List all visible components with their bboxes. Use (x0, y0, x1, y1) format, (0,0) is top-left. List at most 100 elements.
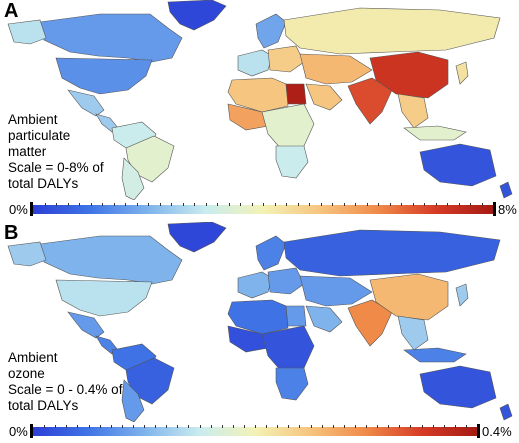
region-china (369, 51, 449, 99)
scale-tick (171, 203, 172, 206)
scale-tick (210, 425, 212, 428)
region-australia (419, 365, 497, 409)
color-scale: 0% 8% (0, 200, 519, 220)
region-alaska (7, 19, 47, 45)
region-central-africa (261, 103, 315, 151)
region-china (369, 273, 449, 321)
map-caption: Ambient particulate matter Scale = 0-8% … (8, 112, 104, 192)
map-a (7, 0, 513, 200)
scale-tick (255, 425, 256, 428)
scale-tick (274, 203, 276, 206)
scale-min-label: 0% (9, 424, 28, 439)
scale-tick (447, 203, 448, 206)
region-russia (283, 229, 501, 277)
scale-tick (320, 203, 322, 206)
scale-tick (412, 203, 414, 206)
color-bar (30, 424, 480, 438)
scale-tick (389, 203, 391, 206)
scale-tick (435, 203, 437, 206)
scale-tick (481, 203, 483, 206)
scale-max-label: 0.4% (482, 424, 512, 439)
region-alaska (7, 241, 47, 267)
scale-tick (355, 203, 356, 206)
scale-tick (232, 425, 234, 428)
region-south-america-south (121, 379, 145, 422)
scale-tick (243, 425, 245, 428)
region-indonesia (403, 125, 467, 141)
region-usa (55, 279, 153, 317)
region-europe-west (237, 49, 273, 77)
scale-tick (465, 425, 467, 428)
scale-tick (125, 203, 126, 206)
panel-letter: B (4, 222, 19, 244)
region-canada (39, 235, 183, 285)
caption-line: particulate (8, 128, 71, 143)
scale-tick (44, 425, 46, 428)
caption-line: ozone (8, 366, 45, 381)
scale-tick (205, 203, 207, 206)
color-gradient (33, 427, 477, 436)
caption-line: Ambient (8, 350, 58, 365)
caption-line: Ambient (8, 112, 58, 127)
scale-tick (432, 425, 434, 428)
scale-tick (159, 203, 161, 206)
region-greenland (167, 222, 227, 253)
region-scandinavia (255, 235, 287, 271)
scale-tick (221, 425, 223, 428)
scale-tick (44, 203, 46, 206)
region-india (347, 299, 393, 347)
region-south-america-south (121, 157, 145, 200)
scale-tick (332, 425, 334, 428)
scale-tick (421, 425, 423, 428)
caption-line: total DALYs (8, 398, 79, 413)
scale-tick (332, 203, 333, 206)
scale-tick (67, 203, 69, 206)
scale-tick (454, 425, 456, 428)
region-central-africa (261, 325, 315, 373)
panel-letter: A (4, 0, 19, 22)
region-north-africa (227, 77, 289, 113)
scale-tick (251, 203, 253, 206)
region-southeast-asia (397, 93, 429, 129)
region-brazil (125, 135, 175, 183)
scale-tick (263, 203, 264, 206)
scale-tick (458, 203, 460, 206)
region-egypt (285, 83, 307, 105)
scale-tick (310, 425, 312, 428)
scale-tick (194, 203, 195, 206)
scale-tick (366, 425, 367, 428)
region-greenland (167, 0, 227, 31)
region-canada (39, 13, 183, 63)
region-brazil (125, 357, 175, 405)
scale-tick (410, 425, 412, 428)
region-australia (419, 143, 497, 187)
scale-tick (182, 203, 184, 206)
scale-tick (132, 425, 134, 428)
region-usa (55, 57, 153, 95)
region-mexico (67, 311, 105, 339)
panel-b: B Ambient ozone Scale = 0 - 0.4% of tota… (0, 222, 519, 443)
scale-tick (77, 425, 79, 428)
region-europe-east (267, 267, 305, 295)
region-europe-east (267, 45, 305, 73)
scale-tick (401, 203, 402, 206)
scale-tick (443, 425, 445, 428)
scale-tick (66, 425, 68, 428)
region-southern-africa (275, 367, 309, 401)
scale-tick (266, 425, 268, 428)
scale-tick (354, 425, 356, 428)
map-caption: Ambient ozone Scale = 0 - 0.4% of total … (8, 350, 122, 414)
panel-a: A Ambient particulate matter Scale = 0-8… (0, 0, 519, 221)
scale-ticks (33, 203, 493, 206)
region-egypt (285, 305, 307, 327)
color-scale: 0% 0.4% (0, 422, 519, 442)
region-indonesia (403, 347, 467, 363)
scale-tick (56, 203, 57, 206)
scale-tick (217, 203, 218, 206)
scale-tick (166, 425, 168, 428)
scale-tick (110, 425, 112, 428)
scale-tick (144, 425, 145, 428)
region-japan (455, 283, 469, 307)
region-russia (283, 7, 501, 55)
scale-tick (297, 203, 299, 206)
